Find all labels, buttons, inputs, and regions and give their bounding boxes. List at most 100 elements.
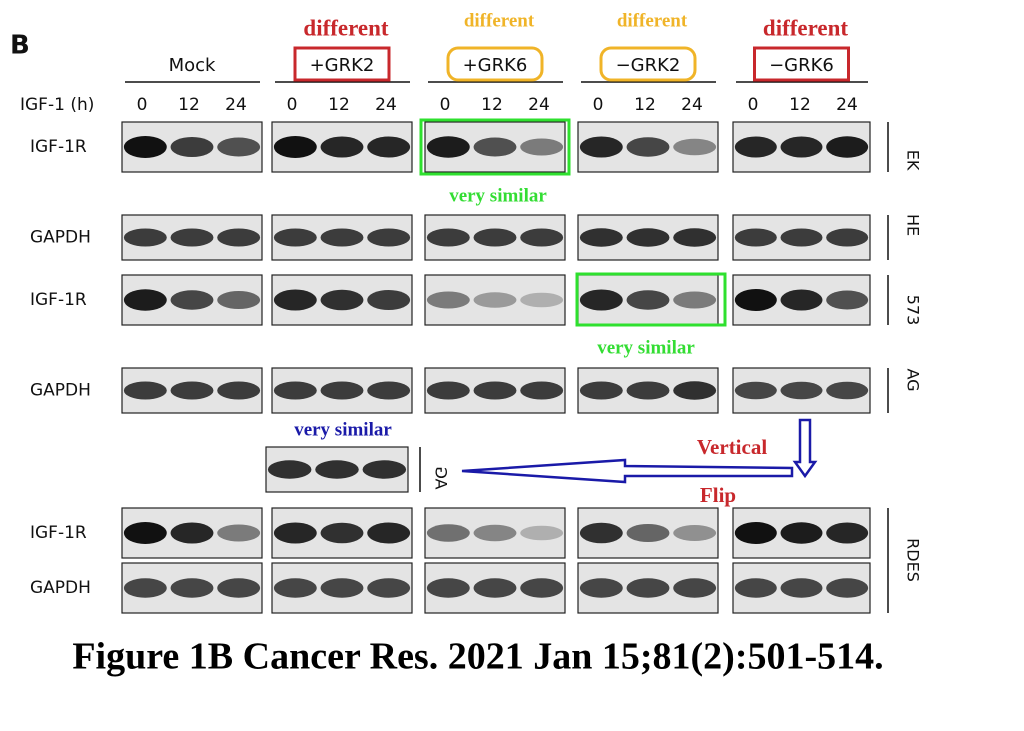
band — [520, 228, 564, 247]
band — [217, 578, 261, 598]
band — [579, 381, 623, 400]
band — [626, 228, 670, 247]
band — [473, 578, 517, 598]
band — [626, 524, 670, 542]
band — [473, 381, 517, 400]
flip-note: Vertical — [697, 435, 768, 459]
band — [273, 578, 317, 598]
side-label: EK — [904, 150, 923, 171]
group-name: −GRK6 — [769, 55, 834, 76]
band — [273, 136, 317, 158]
highlight-box — [575, 272, 727, 327]
band — [579, 228, 623, 247]
band — [473, 228, 517, 247]
band — [673, 381, 717, 400]
row-label: IGF-1R — [30, 523, 87, 543]
row-label: IGF-1R — [30, 290, 87, 310]
band — [673, 291, 717, 309]
timepoint: 0 — [748, 95, 759, 115]
band — [426, 228, 470, 247]
row-label: IGF-1R — [30, 137, 87, 157]
group-name: +GRK6 — [463, 55, 528, 76]
arrow — [792, 418, 818, 479]
band — [426, 136, 470, 158]
band — [320, 136, 364, 158]
band — [826, 136, 869, 158]
side-label: 573 — [904, 295, 923, 326]
caption: Figure 1B Cancer Res. 2021 Jan 15;81(2):… — [72, 636, 883, 678]
timepoint: 12 — [328, 95, 350, 115]
band — [320, 289, 364, 311]
band — [734, 522, 777, 544]
band — [170, 137, 214, 157]
band — [579, 136, 623, 158]
difference-note: different — [763, 15, 849, 40]
band — [273, 289, 317, 311]
band — [426, 578, 470, 598]
band — [826, 522, 869, 544]
band — [123, 578, 167, 598]
band — [579, 289, 623, 311]
band — [673, 138, 717, 156]
band — [320, 578, 364, 598]
timepoint: 0 — [137, 95, 148, 115]
band — [780, 381, 823, 400]
band — [626, 290, 670, 310]
band — [170, 381, 214, 400]
group-box — [599, 46, 697, 82]
band — [217, 524, 261, 542]
band — [473, 137, 517, 157]
band — [170, 522, 214, 544]
row-label: GAPDH — [30, 228, 91, 248]
timepoint: 12 — [789, 95, 811, 115]
band — [473, 524, 517, 542]
crop-mask — [920, 110, 1024, 630]
band — [273, 522, 317, 544]
timepoint: 12 — [481, 95, 503, 115]
band — [320, 228, 364, 247]
band — [123, 381, 167, 400]
band — [367, 578, 411, 598]
arrow — [461, 458, 794, 484]
highlight-box — [419, 118, 571, 176]
group-box — [446, 46, 544, 82]
band — [426, 381, 470, 400]
band — [673, 578, 717, 598]
row-label: GAPDH — [30, 578, 91, 598]
band — [673, 228, 717, 247]
band — [826, 290, 869, 310]
difference-note: different — [464, 10, 535, 31]
timepoint: 24 — [681, 95, 703, 115]
band — [273, 381, 317, 400]
band — [362, 460, 407, 479]
band — [734, 228, 777, 247]
band — [826, 228, 869, 247]
side-label: RDES — [904, 538, 923, 582]
band — [170, 290, 214, 310]
band — [734, 578, 777, 598]
band — [367, 522, 411, 544]
similarity-note: very similar — [449, 185, 547, 206]
side-label: HE — [904, 214, 923, 236]
band — [217, 381, 261, 400]
band — [123, 136, 167, 158]
band — [273, 228, 317, 247]
band — [123, 289, 167, 311]
band — [520, 525, 564, 541]
band — [626, 381, 670, 400]
timepoint: 24 — [528, 95, 550, 115]
band — [217, 291, 261, 309]
group-box — [293, 46, 391, 82]
timepoint: 0 — [440, 95, 451, 115]
band — [367, 290, 411, 310]
timepoint: 24 — [375, 95, 397, 115]
time-label: IGF-1 (h) — [20, 95, 94, 115]
band — [780, 289, 823, 311]
band — [320, 381, 364, 400]
band — [267, 460, 312, 479]
difference-note: different — [303, 15, 389, 40]
similarity-note: very similar — [294, 419, 392, 440]
panel-label: B — [10, 31, 30, 61]
